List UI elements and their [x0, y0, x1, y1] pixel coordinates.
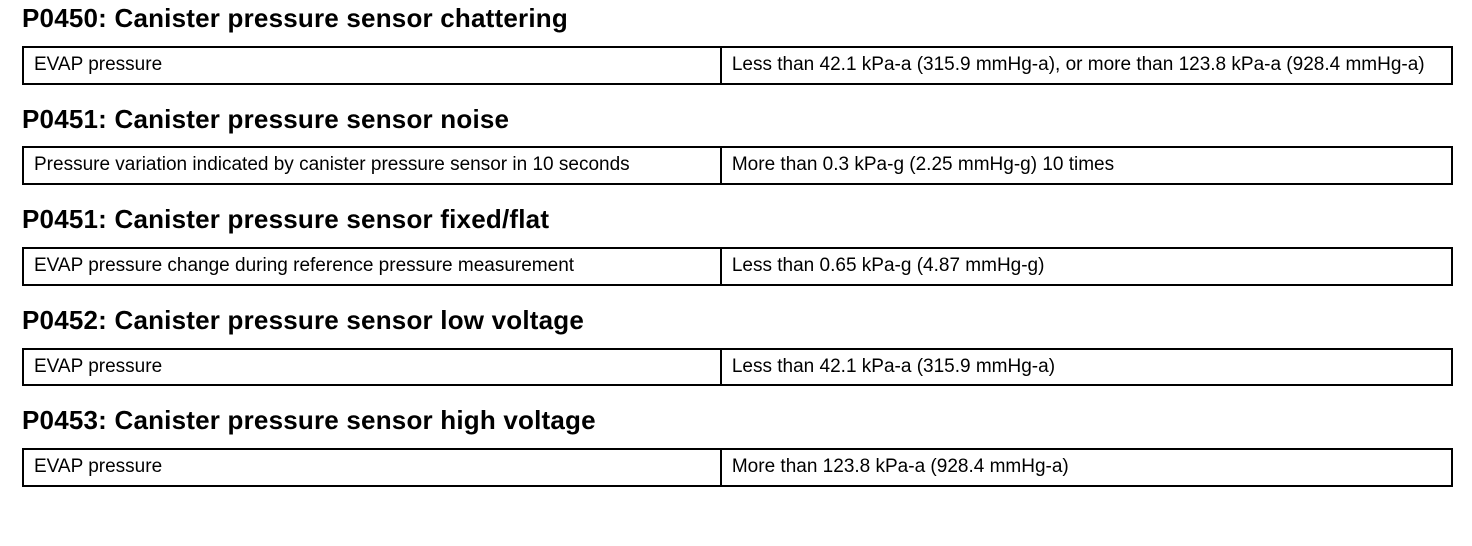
dtc-table: EVAP pressure Less than 42.1 kPa-a (315.… — [22, 45, 1454, 85]
condition-cell: EVAP pressure — [22, 347, 722, 387]
criteria-cell: Less than 42.1 kPa-a (315.9 mmHg-a), or … — [719, 45, 1454, 85]
condition-cell: EVAP pressure change during reference pr… — [22, 247, 722, 286]
section-heading: P0450: Canister pressure sensor chatteri… — [22, 3, 568, 33]
dtc-section-p0451-fixed-flat: P0451: Canister pressure sensor fixed/fl… — [22, 204, 1454, 286]
dtc-section-p0453-high-voltage: P0453: Canister pressure sensor high vol… — [22, 405, 1454, 487]
table-row: Pressure variation indicated by canister… — [22, 146, 1454, 186]
criteria-cell: More than 0.3 kPa-g (2.25 mmHg-g) 10 tim… — [719, 146, 1454, 186]
dtc-table: Pressure variation indicated by canister… — [22, 146, 1454, 186]
table-row: EVAP pressure Less than 42.1 kPa-a (315.… — [22, 45, 1454, 85]
criteria-cell: Less than 0.65 kPa-g (4.87 mmHg-g) — [719, 247, 1454, 286]
condition-cell: Pressure variation indicated by canister… — [22, 146, 722, 186]
dtc-section-p0450-chattering: P0450: Canister pressure sensor chatteri… — [22, 3, 1454, 85]
condition-cell: EVAP pressure — [22, 45, 722, 85]
dtc-table: EVAP pressure More than 123.8 kPa-a (928… — [22, 448, 1454, 487]
table-row: EVAP pressure Less than 42.1 kPa-a (315.… — [22, 347, 1454, 387]
criteria-cell: More than 123.8 kPa-a (928.4 mmHg-a) — [719, 448, 1454, 487]
condition-cell: EVAP pressure — [22, 448, 722, 487]
dtc-section-p0451-noise: P0451: Canister pressure sensor noise Pr… — [22, 103, 1454, 186]
section-heading: P0451: Canister pressure sensor fixed/fl… — [22, 204, 550, 235]
table-row: EVAP pressure More than 123.8 kPa-a (928… — [22, 448, 1454, 487]
dtc-table: EVAP pressure change during reference pr… — [22, 247, 1454, 286]
criteria-cell: Less than 42.1 kPa-a (315.9 mmHg-a) — [719, 347, 1454, 387]
dtc-section-p0452-low-voltage: P0452: Canister pressure sensor low volt… — [22, 304, 1454, 387]
table-row: EVAP pressure change during reference pr… — [22, 247, 1454, 286]
dtc-table: EVAP pressure Less than 42.1 kPa-a (315.… — [22, 347, 1454, 387]
section-heading: P0451: Canister pressure sensor noise — [22, 103, 510, 134]
section-heading: P0452: Canister pressure sensor low volt… — [22, 304, 585, 335]
section-heading: P0453: Canister pressure sensor high vol… — [22, 405, 596, 436]
